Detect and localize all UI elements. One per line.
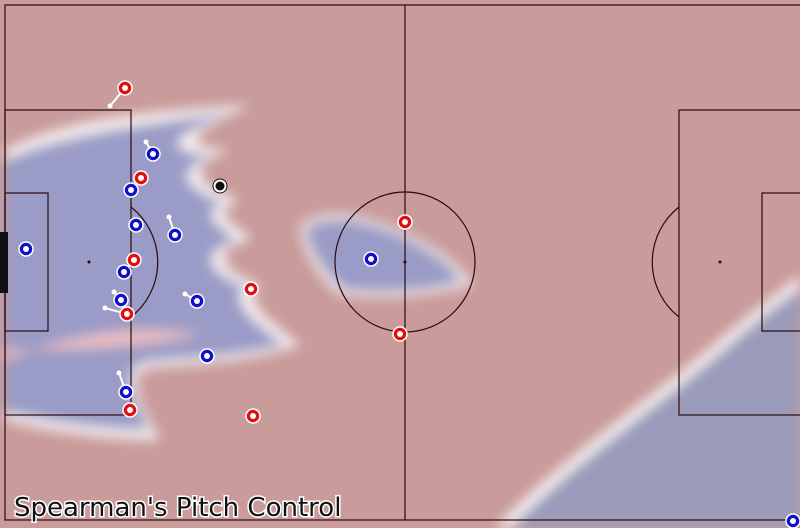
player-centre <box>128 187 134 193</box>
velocity-tip <box>107 103 113 109</box>
goal <box>0 232 8 293</box>
player-centre <box>204 353 210 359</box>
velocity-tip <box>143 139 149 145</box>
player-centre <box>127 407 133 413</box>
velocity-tip <box>182 291 188 297</box>
six-yard-box <box>761 192 800 332</box>
player-centre <box>131 257 137 263</box>
player-centre <box>250 413 256 419</box>
player-centre <box>397 331 403 337</box>
penalty-box <box>678 109 800 416</box>
pitch-lines <box>0 4 800 521</box>
velocity-tip <box>166 214 172 220</box>
penalty-spot <box>87 260 91 264</box>
penalty-arc <box>651 206 680 318</box>
player-centre <box>133 222 139 228</box>
centre-spot <box>403 260 407 264</box>
player-centre <box>123 389 129 395</box>
player-centre <box>121 269 127 275</box>
penalty-spot <box>718 260 722 264</box>
player-centre <box>248 286 254 292</box>
player-centre <box>172 232 178 238</box>
velocity-tip <box>116 370 122 376</box>
velocity-tip <box>102 305 108 311</box>
player-centre <box>124 311 130 317</box>
player-centre <box>23 246 29 252</box>
ball-core <box>215 181 225 191</box>
player-centre <box>150 151 156 157</box>
player-centre <box>368 256 374 262</box>
penalty-arc <box>130 206 159 318</box>
title: Spearman's Pitch Control <box>14 493 341 523</box>
player-centre <box>122 85 128 91</box>
player-centre <box>118 297 124 303</box>
velocity-tip <box>111 289 117 295</box>
player-centre <box>402 219 408 225</box>
players <box>18 80 800 528</box>
player-centre <box>790 518 796 524</box>
player-centre <box>138 175 144 181</box>
player-centre <box>194 298 200 304</box>
away-control-areas <box>5 105 800 528</box>
